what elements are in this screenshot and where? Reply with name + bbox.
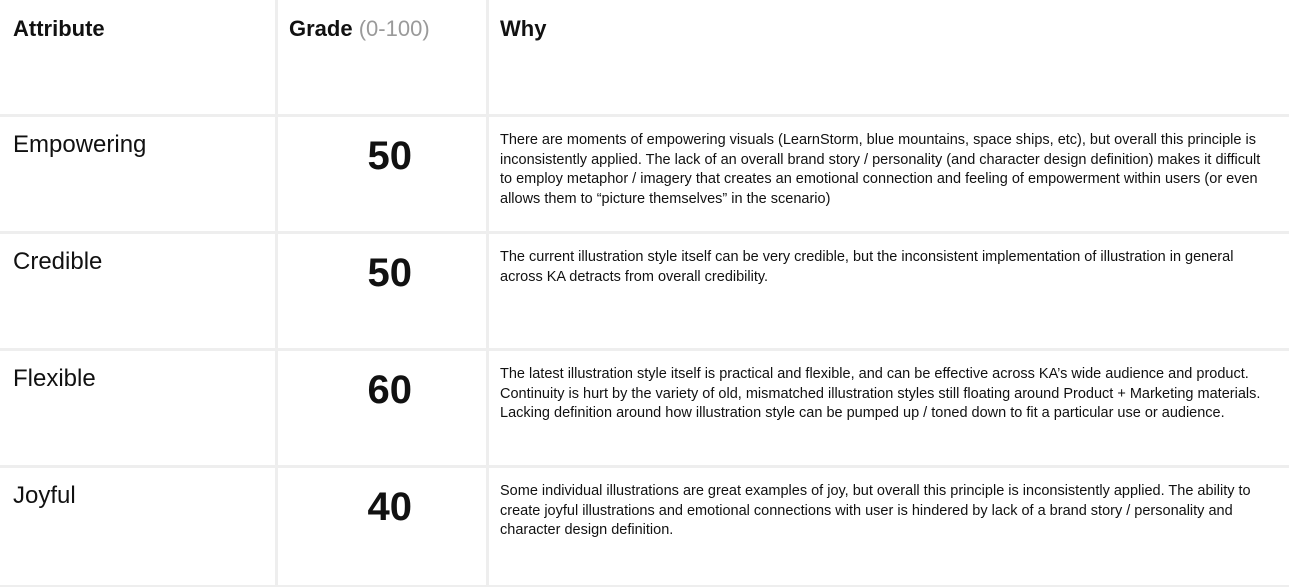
why-text: The current illustration style itself ca…	[500, 249, 1234, 285]
grade-value: 40	[367, 485, 413, 529]
attribute-name: Credible	[13, 248, 103, 275]
attribute-cell: Flexible	[0, 351, 275, 465]
header-grade-range: (0-100)	[358, 16, 430, 41]
header-attribute: Attribute	[0, 0, 275, 114]
grade-cell: 50	[278, 234, 486, 348]
grade-value: 60	[367, 368, 413, 412]
why-text: The latest illustration style itself is …	[500, 366, 1261, 421]
why-cell: The latest illustration style itself is …	[489, 351, 1289, 465]
grade-value: 50	[367, 251, 413, 295]
why-text: Some individual illustrations are great …	[500, 483, 1251, 538]
header-grade-label: Grade	[289, 16, 353, 41]
attribute-name: Joyful	[13, 482, 76, 509]
grade-cell: 60	[278, 351, 486, 465]
attribute-cell: Empowering	[0, 117, 275, 231]
why-cell: There are moments of empowering visuals …	[489, 117, 1289, 231]
header-attribute-label: Attribute	[13, 16, 105, 41]
grade-value: 50	[367, 134, 413, 178]
header-why-label: Why	[500, 16, 547, 41]
grade-cell: 50	[278, 117, 486, 231]
attribute-name: Empowering	[13, 131, 147, 158]
why-cell: Some individual illustrations are great …	[489, 468, 1289, 585]
grade-cell: 40	[278, 468, 486, 585]
attribute-name: Flexible	[13, 365, 96, 392]
header-grade: Grade (0-100)	[278, 0, 486, 114]
header-why: Why	[489, 0, 1289, 114]
attribute-cell: Joyful	[0, 468, 275, 585]
why-text: There are moments of empowering visuals …	[500, 132, 1261, 207]
attribute-cell: Credible	[0, 234, 275, 348]
why-cell: The current illustration style itself ca…	[489, 234, 1289, 348]
